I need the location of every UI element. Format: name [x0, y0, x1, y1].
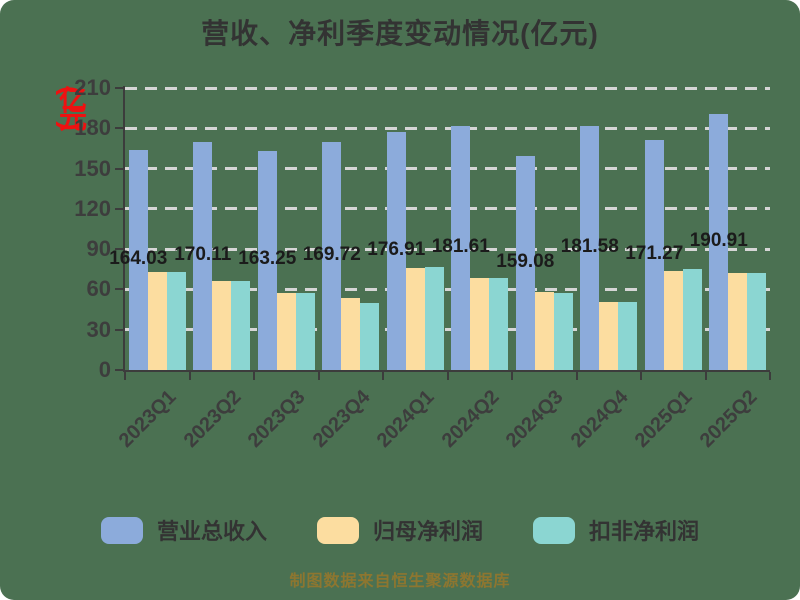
x-axis-tick [640, 372, 642, 380]
value-label: 170.11 [174, 243, 232, 265]
value-label: 171.27 [625, 243, 684, 264]
y-tick-label-180: 180 [74, 115, 111, 141]
x-axis-tick [704, 372, 707, 380]
x-axis-tick [511, 372, 513, 380]
x-axis-tick [769, 372, 771, 380]
bar-deducted-net-profit [553, 293, 573, 370]
value-label: 163.25 [238, 248, 297, 270]
x-axis-line [123, 370, 770, 372]
bar-total-revenue [580, 126, 600, 370]
data-source-note: 制图数据来自恒生聚源数据库 [289, 573, 511, 590]
value-label: 176.91 [367, 239, 426, 261]
x-axis-tick [253, 372, 255, 380]
bar-total-revenue [515, 156, 535, 370]
value-label: 190.91 [689, 229, 748, 251]
gridline-180 [125, 126, 770, 130]
gridline-90 [125, 247, 770, 251]
legend-label: 扣非净利润 [589, 519, 700, 544]
gridline-60 [125, 287, 770, 291]
plot-area: 0 30 60 90 120 150 180 210 164.03 2023Q1 170.11 202… [74, 75, 771, 452]
bar-total-revenue [128, 149, 148, 370]
bar-deducted-net-profit [166, 271, 186, 370]
bar-net-profit-attributable [728, 273, 748, 370]
x-axis-tick [382, 372, 384, 380]
x-tick-label-2023Q1: 2023Q1 [114, 386, 181, 452]
x-axis-tick [188, 372, 191, 380]
gridline-120 [125, 207, 770, 211]
bar-deducted-net-profit [295, 293, 315, 370]
bar-net-profit-attributable [147, 271, 167, 370]
y-tick-label-120: 120 [74, 195, 111, 221]
legend-label: 营业总收入 [156, 519, 267, 544]
bar-net-profit-attributable [212, 281, 232, 370]
y-axis-tick-150 [115, 167, 123, 170]
bar-deducted-net-profit [747, 272, 767, 370]
y-tick-label-0: 0 [98, 357, 111, 382]
x-axis-tick [575, 372, 578, 380]
y-axis-tick-180 [115, 127, 123, 130]
y-tick-label-30: 30 [86, 316, 111, 342]
gridline-30 [125, 328, 770, 332]
bar-net-profit-attributable [405, 267, 425, 370]
bar-net-profit-attributable [599, 301, 619, 370]
y-axis-tick-210 [115, 87, 123, 89]
value-label: 159.08 [496, 251, 555, 273]
bar-deducted-net-profit [231, 281, 251, 370]
bar-deducted-net-profit [618, 301, 638, 370]
bar-net-profit-attributable [663, 270, 683, 370]
bar-total-revenue [386, 132, 406, 370]
y-tick-label-150: 150 [74, 155, 111, 181]
x-axis-tick [317, 372, 320, 380]
y-axis-tick-30 [115, 328, 123, 331]
y-axis-line [123, 86, 125, 372]
y-tick-label-60: 60 [86, 276, 111, 302]
legend-label: 归母净利润 [372, 519, 483, 544]
value-label: 181.61 [431, 236, 490, 258]
legend-swatch-icon [533, 516, 575, 544]
bar-total-revenue [322, 142, 342, 370]
bar-deducted-net-profit [489, 278, 509, 370]
y-tick-label-90: 90 [86, 236, 111, 262]
legend-swatch-icon [316, 516, 359, 544]
bar-deducted-net-profit [360, 302, 380, 370]
value-label: 164.03 [109, 247, 168, 269]
bar-net-profit-attributable [534, 292, 554, 370]
x-tick-label-2025Q2: 2025Q2 [695, 386, 762, 452]
legend-item-total-revenue[interactable]: 营业总收入 [100, 514, 267, 546]
legend-item-net-profit-attributable[interactable]: 归母净利润 [316, 514, 483, 546]
legend-swatch-icon [100, 516, 143, 544]
x-axis-tick [446, 372, 449, 380]
bar-net-profit-attributable [341, 297, 361, 370]
bar-total-revenue [193, 141, 213, 370]
bar-total-revenue [644, 140, 664, 370]
y-axis-tick-60 [115, 288, 123, 291]
y-tick-label-210: 210 [74, 75, 111, 100]
value-label: 169.72 [302, 244, 361, 266]
bar-total-revenue [451, 126, 471, 370]
y-axis-tick-0 [115, 369, 123, 371]
value-label: 181.58 [560, 236, 619, 258]
bar-net-profit-attributable [470, 278, 490, 370]
y-axis-tick-120 [115, 207, 123, 210]
bar-total-revenue [709, 113, 729, 370]
chart-legend: 营业总收入 归母净利润 扣非净利润 [0, 514, 800, 546]
gridline-150 [125, 167, 770, 171]
bar-total-revenue [257, 150, 277, 370]
chart-title: 营收、净利季度变动情况(亿元) [201, 18, 599, 49]
legend-item-deducted-net-profit[interactable]: 扣非净利润 [533, 514, 699, 546]
bar-net-profit-attributable [276, 293, 296, 370]
y-axis-unit-label: (亿元) [56, 86, 87, 121]
bar-deducted-net-profit [682, 268, 702, 370]
x-axis-tick [124, 372, 126, 380]
gridline-210 [125, 86, 770, 90]
bar-deducted-net-profit [424, 267, 444, 370]
y-axis-tick-90 [115, 248, 123, 251]
